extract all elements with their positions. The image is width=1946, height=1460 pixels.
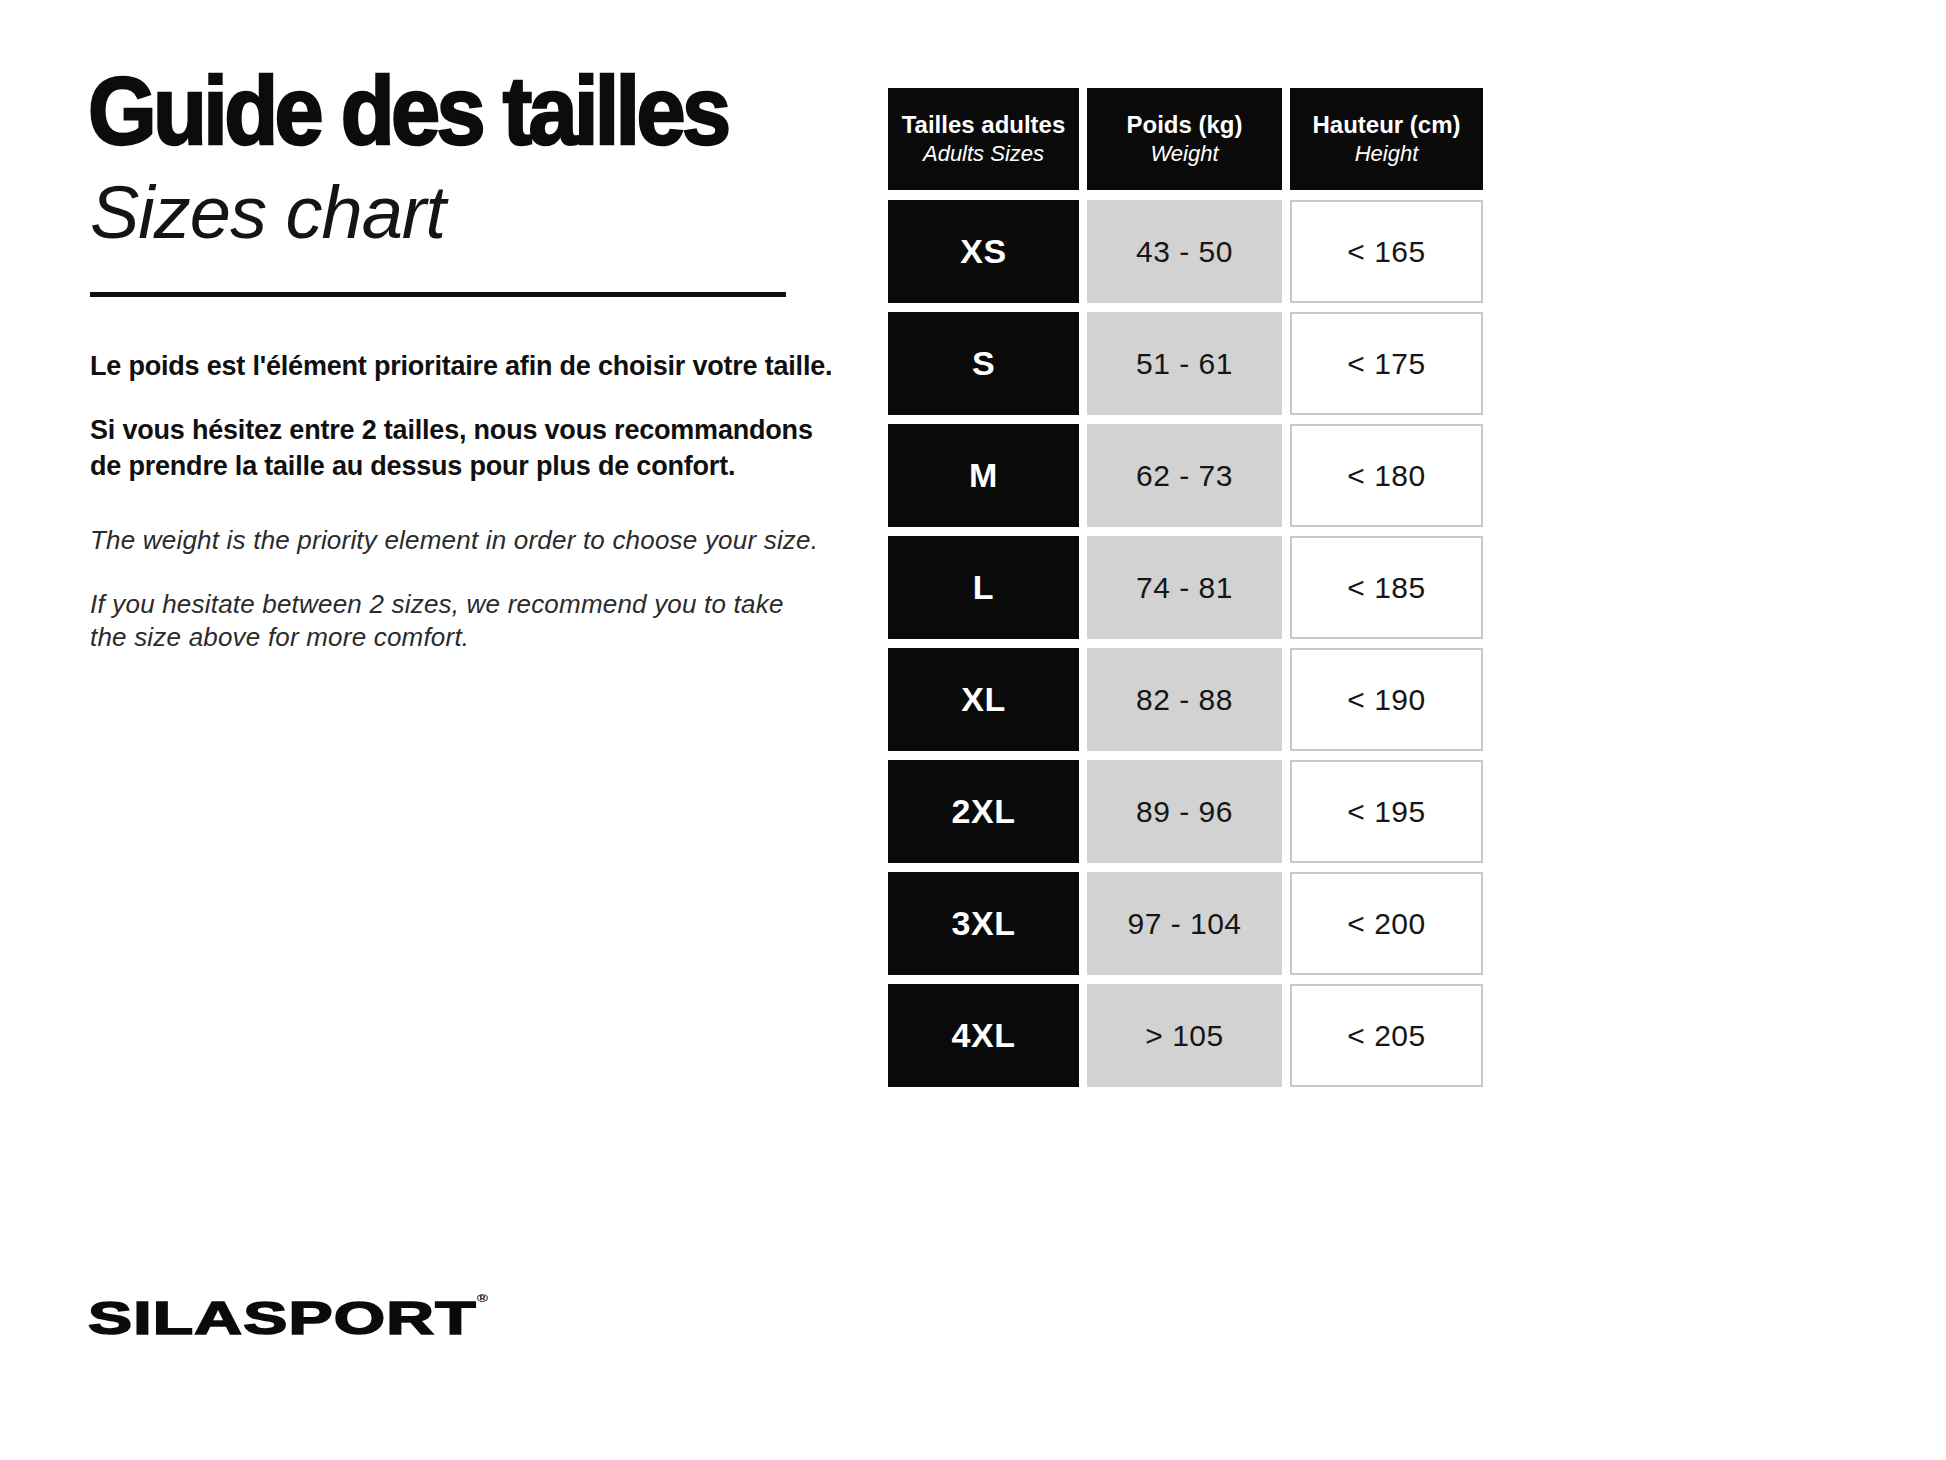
weight-cell-4xl: > 105: [1087, 984, 1282, 1087]
weight-cell-l: 74 - 81: [1087, 536, 1282, 639]
divider-line: [90, 292, 786, 297]
size-cell-4xl: 4XL: [888, 984, 1079, 1087]
intro-paragraph-fr-1: Le poids est l'élément prioritaire afin …: [90, 348, 832, 384]
header-weight: Poids (kg) Weight: [1087, 88, 1282, 190]
size-cell-3xl: 3XL: [888, 872, 1079, 975]
size-cell-s: S: [888, 312, 1079, 415]
size-cell-l: L: [888, 536, 1079, 639]
page-title: Guide des tailles: [88, 58, 727, 164]
weight-cell-xl: 82 - 88: [1087, 648, 1282, 751]
header-height: Hauteur (cm) Height: [1290, 88, 1483, 190]
height-cell-2xl: < 195: [1290, 760, 1483, 863]
page-subtitle: Sizes chart: [90, 172, 445, 253]
height-cell-xl: < 190: [1290, 648, 1483, 751]
weight-cell-s: 51 - 61: [1087, 312, 1282, 415]
size-cell-m: M: [888, 424, 1079, 527]
weight-cell-3xl: 97 - 104: [1087, 872, 1282, 975]
size-cell-xl: XL: [888, 648, 1079, 751]
header-adult-sizes: Tailles adultes Adults Sizes: [888, 88, 1079, 190]
sizes-chart-page: Guide des tailles Sizes chart Le poids e…: [0, 0, 1946, 1460]
silasport-logo: SILASPORT®: [88, 1290, 488, 1345]
intro-paragraph-en-1: The weight is the priority element in or…: [90, 524, 818, 557]
weight-cell-xs: 43 - 50: [1087, 200, 1282, 303]
height-cell-s: < 175: [1290, 312, 1483, 415]
weight-cell-m: 62 - 73: [1087, 424, 1282, 527]
height-cell-xs: < 165: [1290, 200, 1483, 303]
header-height-en: Height: [1355, 142, 1419, 166]
height-cell-l: < 185: [1290, 536, 1483, 639]
header-weight-fr: Poids (kg): [1126, 112, 1242, 138]
height-cell-4xl: < 205: [1290, 984, 1483, 1087]
size-cell-2xl: 2XL: [888, 760, 1079, 863]
intro-paragraph-fr-2: Si vous hésitez entre 2 tailles, nous vo…: [90, 412, 813, 484]
height-cell-3xl: < 200: [1290, 872, 1483, 975]
weight-cell-2xl: 89 - 96: [1087, 760, 1282, 863]
sizes-table: Tailles adultes Adults Sizes Poids (kg) …: [888, 88, 1483, 1087]
height-cell-m: < 180: [1290, 424, 1483, 527]
size-cell-xs: XS: [888, 200, 1079, 303]
header-weight-en: Weight: [1150, 142, 1218, 166]
silasport-logo-text: SILASPORT: [88, 1291, 477, 1344]
header-adult-sizes-fr: Tailles adultes: [902, 112, 1066, 138]
header-height-fr: Hauteur (cm): [1312, 112, 1460, 138]
registered-trademark-symbol: ®: [477, 1292, 488, 1305]
intro-paragraph-en-2: If you hesitate between 2 sizes, we reco…: [90, 588, 784, 654]
header-adult-sizes-en: Adults Sizes: [923, 142, 1044, 166]
